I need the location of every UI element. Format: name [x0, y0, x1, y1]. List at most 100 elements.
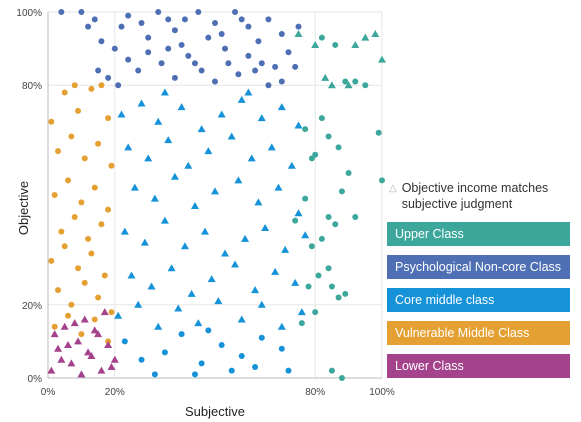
data-triangle	[207, 275, 216, 283]
data-triangle	[371, 29, 380, 37]
data-point	[318, 235, 325, 242]
data-point	[375, 129, 382, 136]
data-point	[105, 115, 112, 122]
y-axis-title: Objective	[16, 181, 31, 235]
data-point	[305, 283, 312, 290]
data-point	[332, 221, 339, 228]
data-point	[205, 327, 212, 334]
data-point	[362, 82, 369, 89]
data-point	[235, 71, 242, 78]
data-point	[315, 272, 322, 279]
data-point	[302, 195, 309, 202]
data-triangle	[77, 370, 86, 378]
data-triangle	[291, 278, 300, 286]
data-point	[105, 74, 112, 81]
data-point	[222, 45, 229, 52]
data-triangle	[127, 271, 136, 279]
data-triangle	[187, 289, 196, 297]
data-point	[75, 265, 82, 272]
data-point	[171, 74, 178, 81]
data-point	[58, 9, 65, 15]
data-triangle	[194, 319, 203, 327]
data-point	[308, 243, 315, 250]
data-triangle	[281, 245, 290, 253]
data-triangle	[67, 359, 76, 367]
data-point	[328, 283, 335, 290]
data-point	[185, 52, 192, 59]
data-point	[335, 294, 342, 301]
data-point	[51, 192, 58, 198]
data-marks	[47, 9, 386, 381]
data-point	[65, 312, 72, 319]
data-point	[115, 82, 122, 89]
data-triangle	[97, 366, 106, 374]
data-triangle	[117, 110, 126, 118]
data-triangle	[257, 300, 266, 308]
legend-entry: Vulnerable Middle Class	[387, 321, 570, 345]
data-point	[68, 301, 75, 308]
data-triangle	[57, 355, 66, 363]
data-point	[191, 371, 198, 378]
data-point	[151, 371, 158, 378]
data-point	[61, 89, 68, 96]
data-point	[285, 49, 292, 56]
data-point	[338, 375, 345, 381]
data-point	[171, 27, 178, 34]
x-tick-label: 100%	[369, 387, 395, 398]
data-triangle	[90, 326, 99, 334]
data-triangle	[130, 183, 139, 191]
data-triangle	[74, 337, 83, 345]
data-triangle	[227, 132, 236, 140]
data-point	[195, 9, 202, 15]
data-triangle	[180, 242, 189, 250]
data-point	[88, 85, 95, 92]
data-triangle	[211, 187, 219, 195]
data-triangle	[197, 125, 206, 133]
data-point	[118, 23, 125, 30]
legend-entry: Upper Class	[387, 222, 570, 246]
data-point	[285, 367, 292, 374]
data-point	[228, 367, 235, 374]
data-point	[85, 235, 92, 242]
data-point	[178, 41, 185, 48]
data-triangle	[120, 227, 129, 235]
data-triangle	[147, 282, 156, 290]
data-triangle	[107, 363, 116, 371]
data-point	[232, 9, 239, 15]
data-point	[95, 67, 102, 74]
legend-note-text: Objective income matches subjective judg…	[401, 181, 549, 211]
data-triangle	[297, 308, 306, 316]
data-point	[191, 60, 198, 67]
data-triangle	[361, 33, 370, 41]
data-triangle	[327, 81, 336, 89]
data-point	[71, 213, 78, 220]
data-triangle	[204, 147, 213, 155]
data-point	[181, 16, 188, 23]
data-triangle	[257, 114, 266, 122]
data-triangle	[134, 300, 143, 308]
data-point	[91, 184, 98, 191]
data-point	[238, 353, 245, 360]
data-triangle	[104, 341, 113, 349]
data-point	[342, 78, 349, 85]
data-triangle	[60, 322, 69, 330]
data-triangle	[294, 121, 303, 129]
data-point	[265, 16, 272, 23]
x-axis-title: Subjective	[185, 404, 245, 419]
data-point	[145, 34, 152, 41]
data-point	[225, 60, 232, 67]
data-point	[325, 265, 332, 272]
data-triangle	[247, 154, 256, 162]
data-point	[81, 155, 88, 162]
data-triangle	[137, 99, 146, 107]
y-tick-label: 80%	[22, 81, 42, 92]
data-point	[278, 78, 285, 85]
data-point	[85, 23, 92, 30]
data-point	[218, 30, 225, 37]
x-tick-label: 80%	[305, 387, 325, 398]
data-triangle	[234, 176, 243, 184]
data-point	[272, 63, 279, 70]
data-point	[65, 177, 72, 184]
data-point	[165, 45, 172, 52]
